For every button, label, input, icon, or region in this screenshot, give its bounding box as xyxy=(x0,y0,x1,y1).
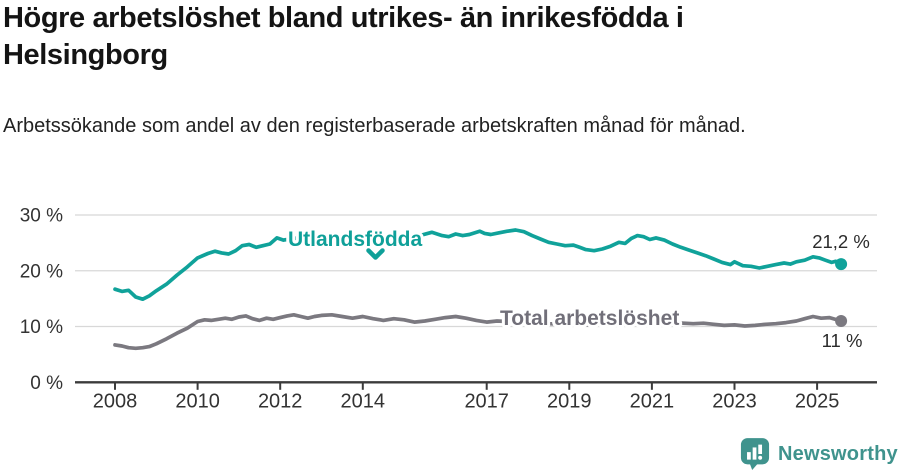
series-line-total xyxy=(113,312,843,351)
x-tick-label: 2019 xyxy=(547,391,592,413)
chart-title: Högre arbetslöshet bland utrikes- än inr… xyxy=(3,2,684,71)
x-tick-label: 2014 xyxy=(341,391,386,413)
y-tick-label: 10 % xyxy=(20,317,63,338)
x-tick-label: 2023 xyxy=(712,391,757,413)
chart-subtitle: Arbetssökande som andel av den registerb… xyxy=(3,115,746,137)
series-label-utlandsfodda: Utlandsfödda xyxy=(288,228,422,251)
chevron-down-icon xyxy=(366,248,385,260)
x-axis-labels: 2008 2010 2012 2014 2017 2019 2021 2023 2025 xyxy=(93,391,840,413)
x-axis xyxy=(75,381,877,390)
end-dot-utlandsfodda xyxy=(835,258,848,271)
end-value-label-utlandsfodda: 21,2 % xyxy=(812,231,870,252)
end-value-label-total: 11 % xyxy=(822,330,863,351)
y-tick-label: 30 % xyxy=(20,205,63,226)
series-total xyxy=(113,312,848,351)
series-line-utlandsfodda xyxy=(113,228,843,302)
x-tick-label: 2012 xyxy=(258,391,303,413)
series-label-total: Total arbetslöshet xyxy=(500,307,679,330)
y-tick-label: 0 % xyxy=(30,373,63,394)
logo-exclamation-dot xyxy=(758,455,763,460)
newsworthy-logo-icon xyxy=(740,438,770,470)
logo-exclamation-bar xyxy=(758,444,763,454)
brand-name: Newsworthy xyxy=(778,442,898,465)
end-dot-total xyxy=(835,315,848,327)
x-tick-label: 2017 xyxy=(464,391,509,413)
x-tick-label: 2025 xyxy=(795,391,840,413)
y-tick-label: 20 % xyxy=(20,261,63,282)
series-utlandsfodda xyxy=(113,228,848,302)
y-axis-labels: 0 % 10 % 20 % 30 % xyxy=(20,205,63,393)
logo-bar-tall xyxy=(752,447,757,460)
x-tick-label: 2010 xyxy=(175,391,220,413)
brand-link[interactable]: Newsworthy xyxy=(740,437,898,471)
logo-bar-short xyxy=(747,452,751,460)
x-tick-label: 2008 xyxy=(93,391,138,413)
x-tick-label: 2021 xyxy=(630,391,675,413)
